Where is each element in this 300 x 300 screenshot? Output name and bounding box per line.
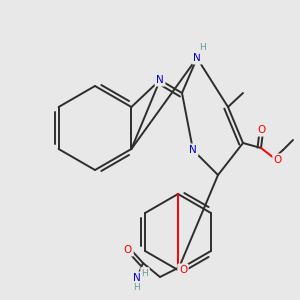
Text: O: O [257, 125, 265, 135]
Text: N: N [156, 75, 164, 85]
Text: H: H [133, 283, 140, 292]
Text: H: H [142, 268, 148, 278]
Text: N: N [189, 145, 197, 155]
Text: O: O [274, 155, 282, 165]
Text: O: O [179, 265, 187, 275]
Text: N: N [193, 53, 201, 63]
Text: O: O [124, 245, 132, 255]
Text: H: H [199, 44, 206, 52]
Text: N: N [133, 273, 141, 283]
